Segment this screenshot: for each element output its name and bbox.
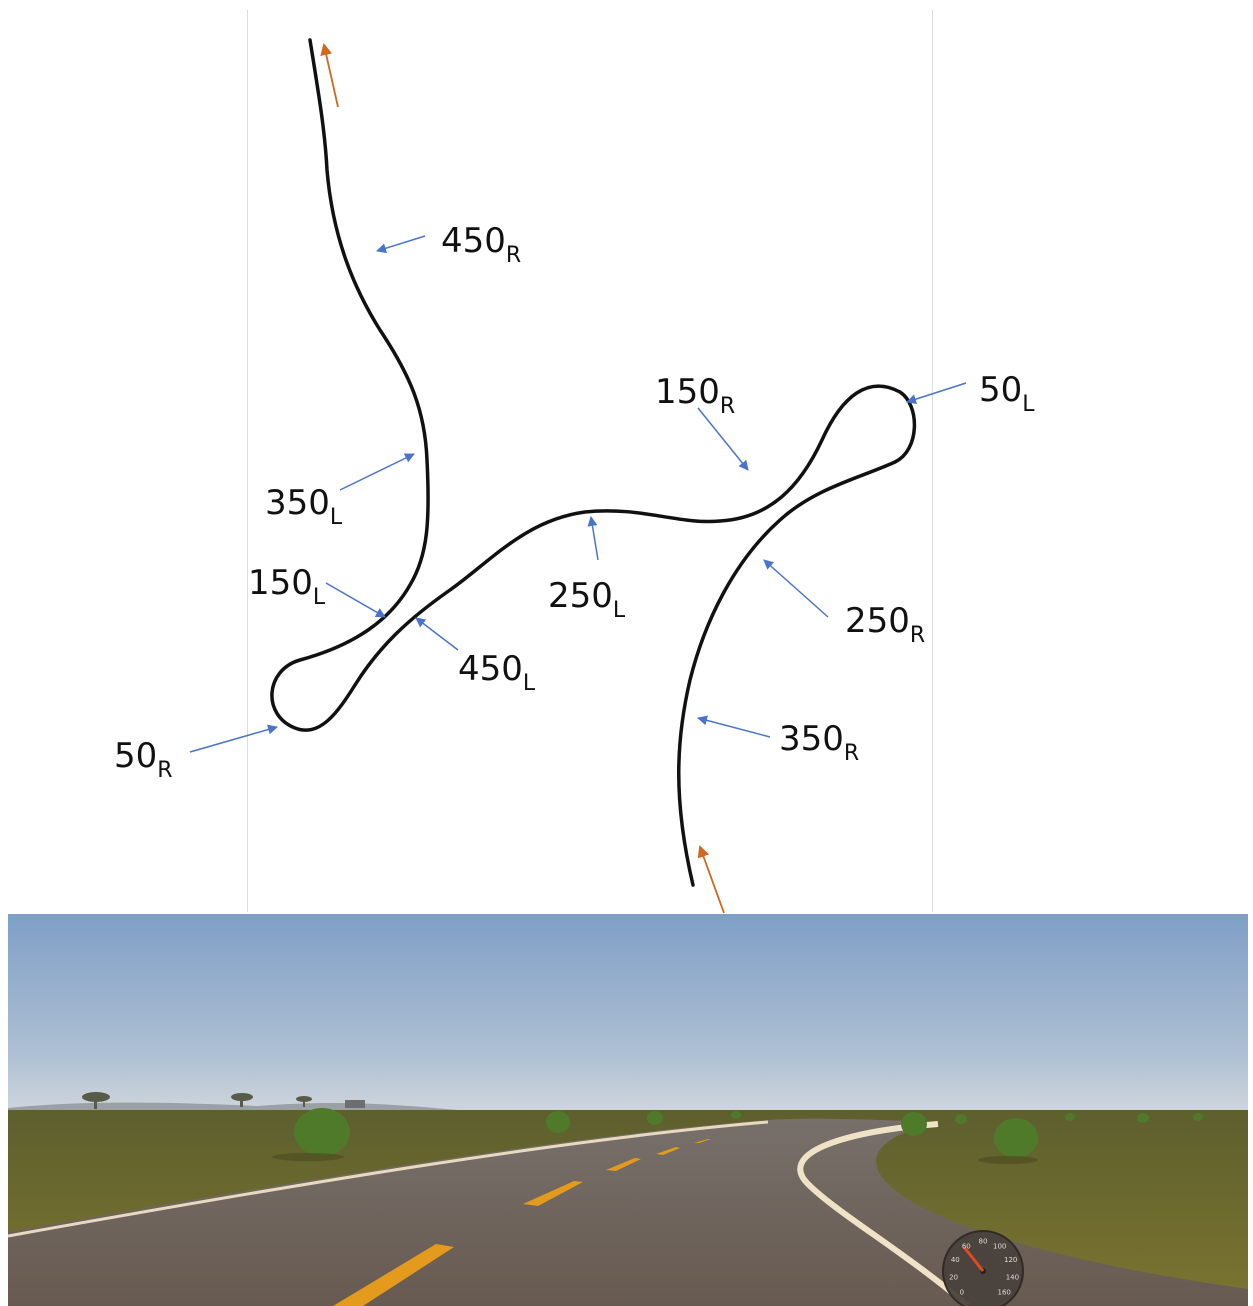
speedometer-tick-160: 160	[998, 1289, 1011, 1297]
label-150L: 150L	[248, 563, 326, 610]
label-450L: 450L	[458, 649, 536, 696]
distant-trees	[82, 1092, 365, 1109]
speedometer-tick-60: 60	[962, 1243, 971, 1251]
label-250L: 250L	[548, 576, 626, 623]
label-450R: 450R	[441, 221, 521, 268]
road-surface	[8, 1118, 1248, 1306]
label-50L: 50L	[979, 370, 1035, 417]
roadside-bushes	[294, 1108, 1203, 1158]
bush-shadows	[272, 1153, 1038, 1164]
pointer-350L	[339, 453, 415, 491]
pointer-350R	[697, 715, 771, 738]
pointer-250R	[763, 559, 829, 618]
pointer-50R	[189, 724, 278, 753]
label-350L: 350L	[265, 483, 343, 530]
road-left-edge-line	[8, 1120, 769, 1238]
track-layout-diagram: 450R 350L 150L 450L 50R 250L 150R 50L 25…	[114, 10, 1035, 914]
speedometer-tick-100: 100	[993, 1243, 1006, 1251]
speedometer-tick-80: 80	[979, 1238, 988, 1246]
pointer-50L	[906, 382, 967, 405]
lane-markings	[333, 1139, 711, 1306]
label-350R: 350R	[779, 719, 859, 766]
pointer-150R	[697, 407, 749, 471]
pointer-arrows	[189, 235, 967, 753]
track-path	[270, 38, 917, 887]
pointer-450R	[376, 235, 426, 254]
label-250R: 250R	[845, 601, 925, 648]
pointer-250L	[587, 516, 599, 561]
speedometer-needle	[962, 1246, 985, 1272]
direction-arrow-bottom	[697, 845, 725, 914]
pointer-150L	[325, 582, 386, 618]
road-right-edge-line	[797, 1121, 970, 1306]
label-50R: 50R	[114, 736, 173, 783]
direction-arrow-top	[320, 43, 339, 108]
speedometer-tick-140: 140	[1006, 1273, 1019, 1281]
speedometer-tick-0: 0	[960, 1289, 964, 1297]
speedometer-tick-40: 40	[951, 1256, 960, 1264]
pointer-450L	[415, 617, 459, 651]
label-150R: 150R	[655, 372, 735, 419]
speedometer-tick-20: 20	[949, 1273, 958, 1281]
speedometer-tick-120: 120	[1004, 1256, 1017, 1264]
sky	[8, 914, 1248, 1112]
